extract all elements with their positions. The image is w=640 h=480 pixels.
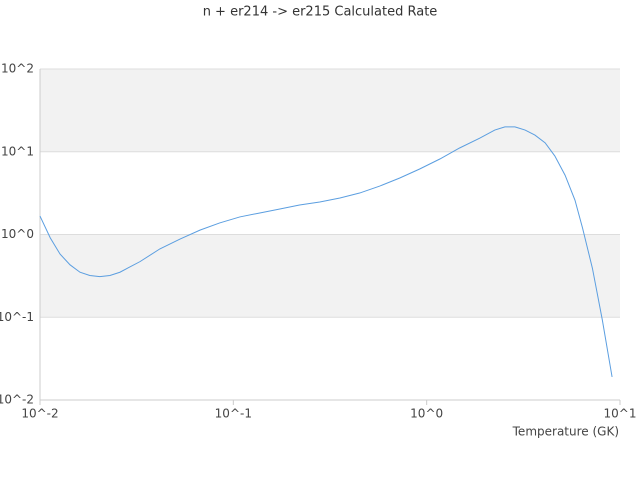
- data-line: [39, 126, 613, 378]
- x-tick-label: 10^0: [410, 407, 443, 421]
- grid-band: [40, 69, 620, 152]
- grid-band: [40, 234, 620, 318]
- y-tick-label: 10^0: [1, 227, 34, 241]
- y-tick-label: 10^2: [1, 62, 34, 76]
- x-tick-label: 10^1: [604, 407, 637, 421]
- x-axis-label: Temperature (GK): [512, 425, 619, 439]
- x-tick-label: 10^-2: [21, 407, 58, 421]
- y-tick-label: 10^-1: [0, 310, 34, 324]
- y-tick-label: 10^1: [1, 144, 34, 158]
- chart-title: n + er214 -> er215 Calculated Rate: [203, 5, 438, 20]
- x-tick-label: 10^-1: [215, 407, 252, 421]
- y-tick-label: 10^-2: [0, 393, 34, 407]
